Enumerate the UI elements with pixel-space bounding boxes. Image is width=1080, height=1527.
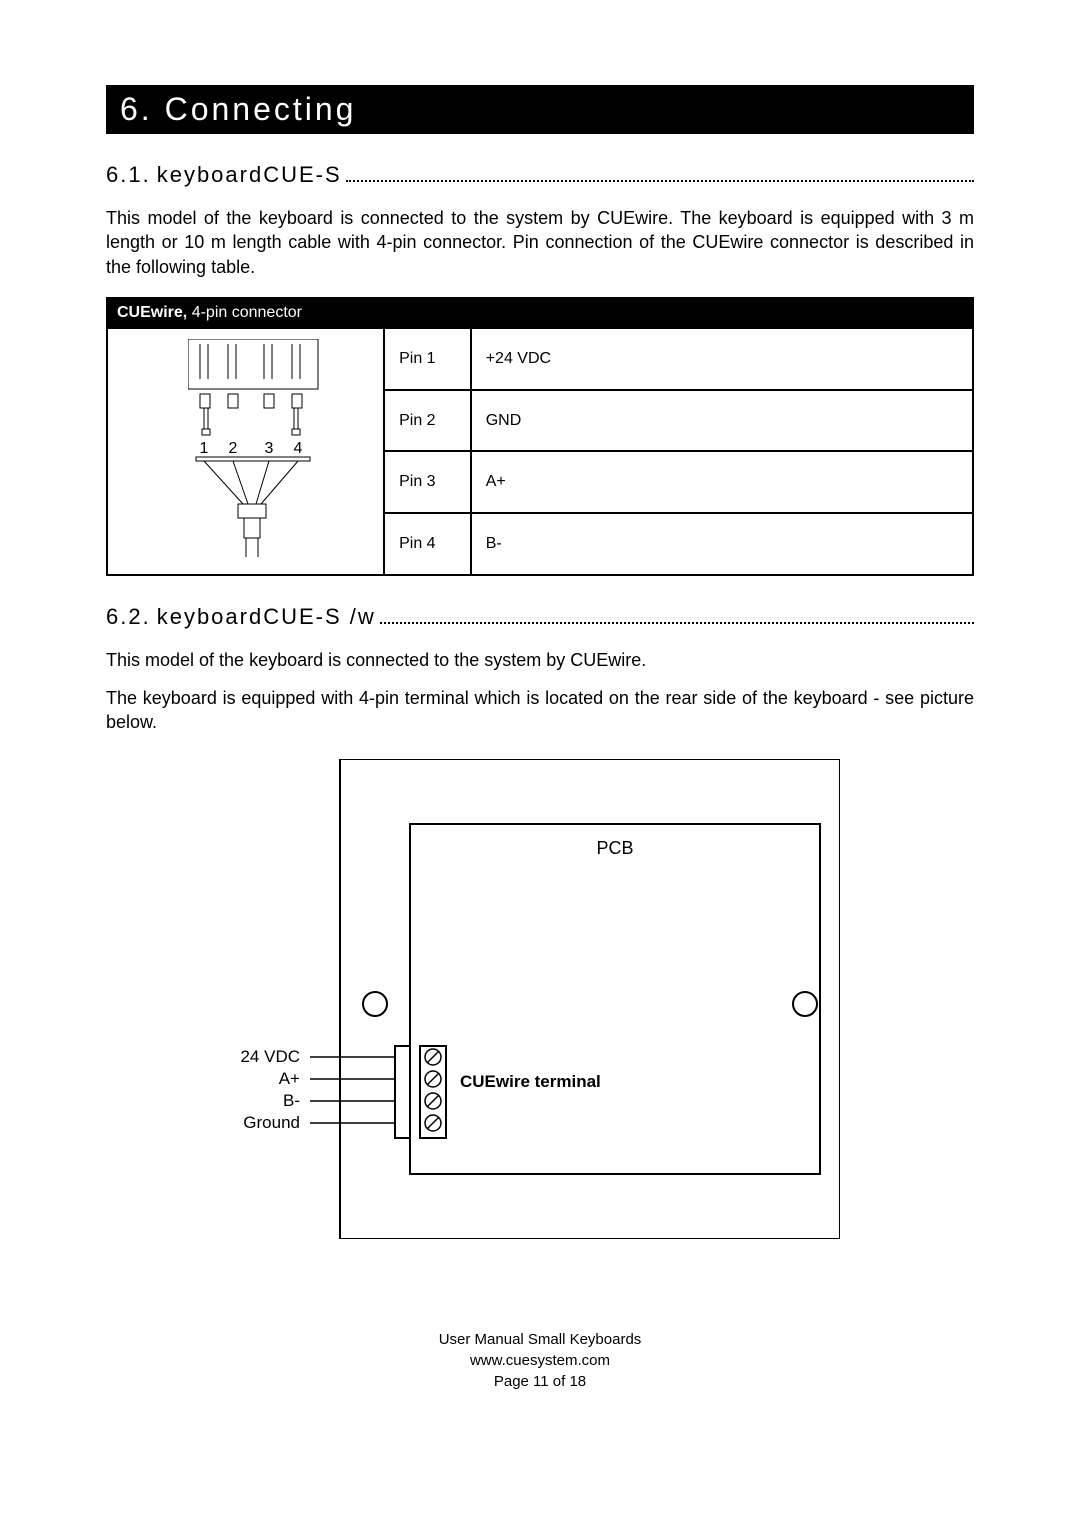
footer-line-3: Page 11 of 18	[106, 1371, 974, 1392]
pin-value-cell: B-	[471, 513, 973, 575]
svg-text:1: 1	[200, 440, 209, 457]
section-name: keyboardCUE-S	[151, 162, 342, 188]
pin-cell: Pin 2	[384, 390, 471, 452]
section-6-1-paragraph: This model of the keyboard is connected …	[106, 206, 974, 279]
section-number: 6.1.	[106, 162, 151, 188]
connector-diagram-cell: 1 2 3 4	[107, 328, 384, 575]
footer-line-1: User Manual Small Keyboards	[106, 1329, 974, 1350]
terminal-label: CUEwire terminal	[460, 1072, 601, 1091]
wire-label: B-	[283, 1091, 300, 1110]
pin-cell: Pin 4	[384, 513, 471, 575]
footer-line-2: www.cuesystem.com	[106, 1350, 974, 1371]
section-name: keyboardCUE-S /w	[151, 604, 376, 630]
wire-label: Ground	[243, 1113, 300, 1132]
cuewire-pinout-table: CUEwire, 4-pin connector	[106, 297, 974, 576]
section-6-2-paragraph-2: The keyboard is equipped with 4-pin term…	[106, 686, 974, 735]
pin-cell: Pin 3	[384, 451, 471, 513]
section-6-1-heading: 6.1. keyboardCUE-S	[106, 162, 974, 188]
pcb-diagram-wrapper: PCB +24 VDC A+ B-	[106, 759, 974, 1239]
chapter-title: Connecting	[165, 91, 357, 127]
section-6-2-heading: 6.2. keyboardCUE-S /w	[106, 604, 974, 630]
svg-text:4: 4	[294, 440, 303, 457]
table-row: 1 2 3 4 Pin 1 +24 VDC	[107, 328, 973, 390]
chapter-number: 6.	[120, 91, 153, 127]
section-number: 6.2.	[106, 604, 151, 630]
wire-label: +24 VDC	[240, 1047, 300, 1066]
connector-diagram: 1 2 3 4	[188, 339, 348, 559]
pin-value-cell: GND	[471, 390, 973, 452]
table-header-rest: 4-pin connector	[187, 304, 302, 321]
pin-value-cell: +24 VDC	[471, 328, 973, 390]
table-header-bold: CUEwire,	[117, 304, 187, 321]
section-6-2-paragraph-1: This model of the keyboard is connected …	[106, 648, 974, 672]
dot-leader	[380, 622, 974, 624]
pin-value-cell: A+	[471, 451, 973, 513]
svg-text:2: 2	[229, 440, 238, 457]
table-header: CUEwire, 4-pin connector	[107, 298, 973, 328]
page-footer: User Manual Small Keyboards www.cuesyste…	[106, 1329, 974, 1392]
svg-text:3: 3	[265, 440, 274, 457]
wire-label: A+	[279, 1069, 300, 1088]
dot-leader	[346, 180, 974, 182]
pcb-diagram: PCB +24 VDC A+ B-	[240, 759, 840, 1239]
pcb-label: PCB	[596, 838, 633, 858]
chapter-header: 6. Connecting	[106, 85, 974, 134]
pin-cell: Pin 1	[384, 328, 471, 390]
